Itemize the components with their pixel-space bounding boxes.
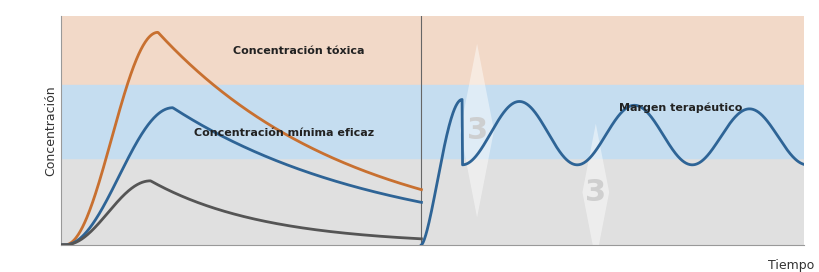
Y-axis label: Concentración: Concentración xyxy=(44,85,57,176)
Polygon shape xyxy=(459,44,493,217)
Text: 3: 3 xyxy=(466,116,487,145)
Polygon shape xyxy=(581,124,609,261)
Text: Concentración tóxica: Concentración tóxica xyxy=(233,46,364,55)
Text: Margen terapéutico: Margen terapéutico xyxy=(618,103,742,113)
Text: 3: 3 xyxy=(585,178,605,207)
Text: Concentración mínima eficaz: Concentración mínima eficaz xyxy=(194,128,373,138)
Text: Tiempo: Tiempo xyxy=(767,258,814,271)
Bar xyxy=(61,12,803,85)
Bar xyxy=(61,85,803,158)
